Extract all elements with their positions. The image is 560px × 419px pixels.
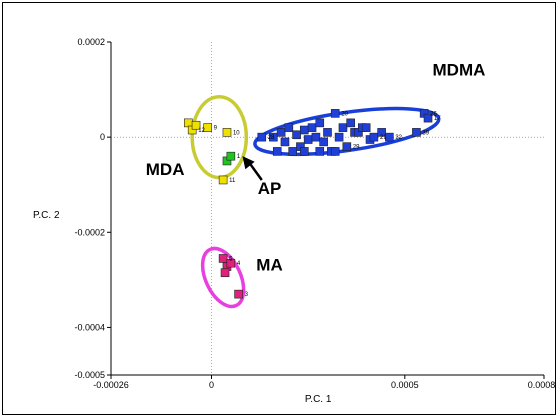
point-ma	[226, 258, 236, 268]
point-mdma	[269, 132, 278, 142]
point-mda	[218, 175, 228, 185]
point-mdma	[385, 132, 394, 142]
point-mdma	[361, 123, 371, 132]
point-mdma	[288, 147, 298, 156]
x-tick-label: -0.00026	[93, 380, 129, 390]
point-label: 39	[422, 130, 429, 136]
point-mdma	[323, 128, 332, 137]
point-mdma	[311, 132, 321, 142]
scatter-plot: -0.00026 0 0.0005 0.00086 0.0002 0 -0.0002 -0.0…	[33, 37, 555, 405]
axes: -0.00026 0 0.0005 0.00086 0.0002 0 -0.0002 -0.0…	[33, 37, 555, 405]
point-mdma	[330, 147, 340, 156]
point-ma	[218, 254, 228, 263]
annotation-mda: MDA	[146, 160, 185, 179]
x-tick-label: 0.00086	[528, 380, 555, 390]
point-mdma	[369, 132, 379, 142]
point-mdma	[315, 118, 325, 128]
point-mda	[222, 128, 232, 137]
y-tick-label: -0.0002	[74, 227, 105, 237]
point-mdma	[334, 132, 344, 142]
annotation-ma: MA	[256, 255, 282, 274]
point-label: 1	[237, 154, 241, 160]
point-mdma	[377, 128, 386, 137]
point-label: 21	[380, 135, 387, 141]
point-ma	[220, 268, 230, 278]
point-ma	[234, 289, 243, 299]
point-mdma	[300, 147, 309, 156]
point-mdma	[330, 109, 340, 118]
point-ap	[226, 151, 236, 161]
point-mdma	[292, 130, 301, 140]
point-label: 28	[268, 135, 275, 141]
point-label: 11	[229, 178, 236, 184]
point-label: 26	[430, 111, 437, 117]
point-mdma	[412, 128, 421, 137]
point-mdma	[319, 137, 328, 147]
x-tick-label: 0.0005	[391, 380, 419, 390]
point-mdma	[300, 125, 309, 135]
y-tick-label: 0	[100, 132, 105, 142]
point-mda	[191, 120, 201, 130]
point-mdma	[280, 137, 290, 147]
point-mdma	[284, 123, 294, 132]
y-axis-title: P.C. 2	[33, 210, 60, 221]
point-mda	[184, 118, 193, 128]
y-tick-label: 0.0002	[77, 37, 105, 47]
point-mdma	[272, 147, 282, 156]
point-mda	[203, 123, 212, 132]
x-tick-label: 0	[209, 380, 214, 390]
point-mdma	[276, 128, 286, 137]
point-label: 32	[395, 135, 402, 141]
point-label: 10	[233, 130, 240, 136]
point-label: 5	[229, 256, 233, 262]
ap-arrow-head	[242, 156, 255, 170]
point-label: 4	[237, 261, 241, 267]
y-tick-label: -0.0005	[74, 370, 105, 380]
point-mdma	[307, 123, 317, 132]
group-annotations: MDMA MDA AP MA	[146, 60, 486, 274]
y-tick-label: -0.0004	[74, 322, 105, 332]
ellipse-ma	[200, 246, 246, 309]
point-mdma	[338, 123, 348, 132]
point-mdma	[303, 135, 313, 144]
annotation-ap: AP	[258, 179, 282, 198]
chart-frame: -0.00026 0 0.0005 0.00086 0.0002 0 -0.0002 -0.0…	[2, 2, 556, 415]
point-label: 3	[245, 292, 249, 298]
point-mdma	[423, 113, 433, 123]
point-label: 12	[198, 128, 205, 134]
point-mdma	[342, 142, 352, 151]
point-mdma	[346, 118, 355, 128]
point-label: 20	[341, 111, 348, 117]
point-label: 17	[434, 116, 441, 122]
data-points	[184, 109, 433, 299]
point-mdma	[257, 132, 267, 142]
point-label: 29	[353, 145, 360, 151]
point-mdma	[315, 147, 325, 156]
annotation-mdma: MDMA	[433, 60, 486, 79]
x-axis-title: P.C. 1	[305, 394, 332, 405]
point-label: 9	[214, 126, 218, 132]
